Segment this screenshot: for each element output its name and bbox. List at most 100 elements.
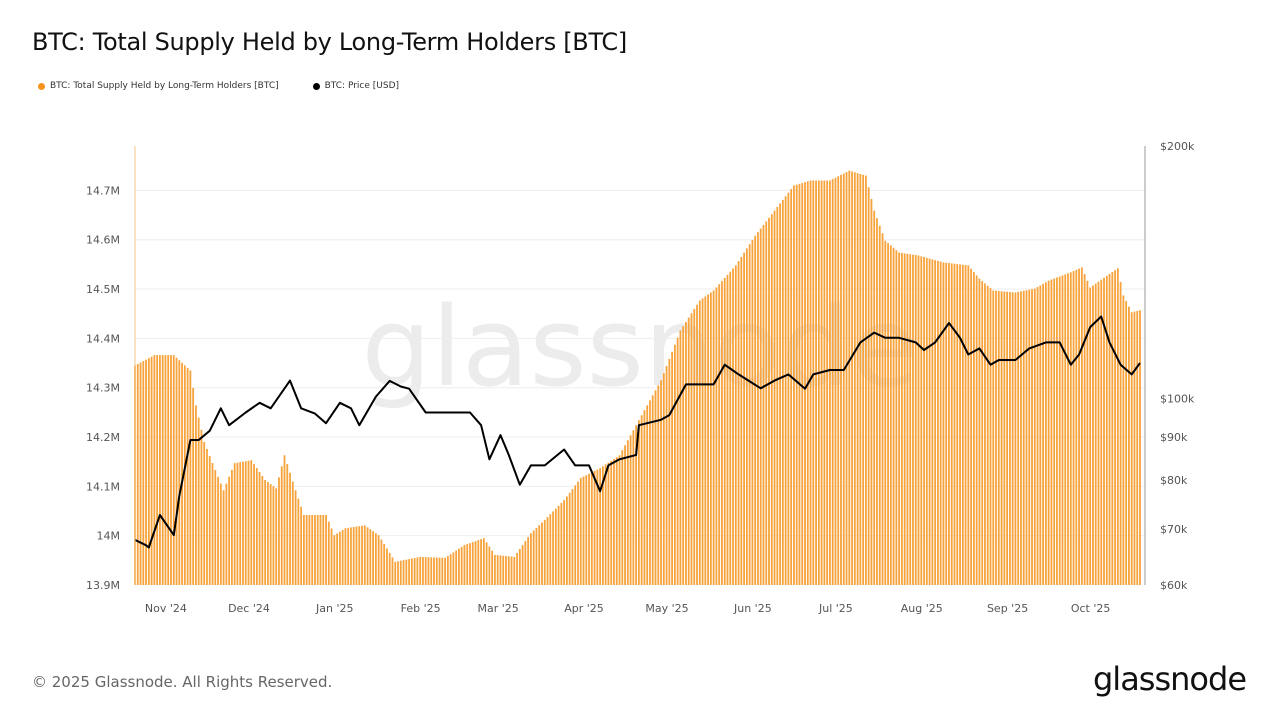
supply-bar [801,182,804,585]
supply-bar [613,458,615,585]
supply-bar [568,492,571,585]
supply-bar [948,263,950,585]
supply-bar [574,485,577,585]
right-axis-tick-label: $200k [1160,140,1195,153]
supply-bar [338,531,341,585]
left-axis-tick-label: 14.7M [86,184,120,197]
supply-bar [183,365,186,585]
supply-bar [895,250,898,585]
supply-bar [1022,290,1025,585]
supply-bar [906,253,909,585]
supply-bar [1056,277,1058,585]
supply-bar [261,475,264,585]
supply-bar [358,526,361,585]
supply-bar [145,359,147,585]
supply-bar [314,514,316,585]
supply-bar [618,455,621,585]
supply-bar [690,313,693,585]
supply-bar [543,519,546,585]
supply-bar [892,247,895,585]
supply-bar [532,530,535,585]
supply-bar [1125,301,1128,585]
supply-bar [676,337,679,585]
supply-bar [599,468,602,585]
supply-bar [1119,281,1122,585]
supply-bar [651,395,654,585]
supply-bar [239,462,242,585]
supply-bar [192,387,195,585]
supply-bar [590,472,593,585]
supply-bar [197,417,200,585]
supply-bar [283,455,286,585]
legend-item-supply[interactable]: BTC: Total Supply Held by Long-Term Hold… [38,81,279,91]
glassnode-logo[interactable]: glassnode [1092,660,1247,698]
supply-bar [917,255,920,586]
supply-bar [1000,291,1003,585]
supply-bar [380,539,383,585]
x-axis-tick-label: Jan '25 [315,602,353,615]
supply-bar [629,435,632,585]
right-axis-tick-label: $80k [1160,474,1188,487]
supply-bar [1122,295,1125,585]
supply-bar [344,528,347,585]
supply-bar [236,462,239,585]
supply-bar [682,326,685,585]
supply-bar [624,445,626,585]
supply-bar [186,367,189,585]
supply-bar [316,514,319,585]
supply-bar [970,268,973,585]
supply-bar [300,506,303,585]
supply-bar [217,476,219,585]
supply-bar [278,477,280,585]
supply-bar [640,415,643,585]
right-axis-tick-label: $100k [1160,393,1195,406]
supply-bar [161,355,164,585]
supply-bar [164,355,167,585]
supply-bar [228,476,231,585]
supply-bar [784,196,787,586]
supply-bar [463,545,466,585]
supply-bar [272,486,275,585]
supply-bar [330,528,333,585]
supply-bar [845,172,848,585]
supply-bar [754,235,757,585]
supply-bar [505,556,507,585]
supply-bar [136,364,139,585]
supply-bar [668,358,671,585]
supply-bar [992,290,995,585]
x-axis-tick-label: Dec '24 [228,602,270,615]
supply-bar [350,527,352,585]
supply-bar [172,355,175,585]
supply-bar [374,533,377,585]
supply-bar [1064,274,1067,585]
supply-bar [366,527,369,585]
left-axis-tick-label: 14.5M [86,283,120,296]
supply-bar [654,390,657,585]
supply-bar [865,175,867,585]
supply-bar [671,351,674,585]
supply-bar [369,529,372,585]
supply-bar [530,533,532,585]
supply-bar [928,258,931,585]
supply-bar [632,430,635,585]
supply-bar [707,294,709,585]
supply-bar [377,535,380,585]
supply-bar [510,556,513,585]
supply-bar [1072,271,1075,585]
x-axis-tick-label: Sep '25 [987,602,1028,615]
legend: BTC: Total Supply Held by Long-Term Hold… [38,81,399,91]
supply-bar [687,317,690,585]
supply-bar [588,473,590,585]
left-axis-tick-label: 14.6M [86,234,120,247]
supply-bar [458,548,460,585]
supply-bar [1097,281,1100,585]
supply-bar [737,261,740,585]
x-axis-tick-label: Jun '25 [733,602,772,615]
supply-bar [820,180,823,586]
supply-bar [881,233,884,586]
right-axis-tick-label: $90k [1160,431,1188,444]
supply-bar [150,356,153,585]
supply-bar [956,264,959,585]
legend-item-price[interactable]: BTC: Price [USD] [312,81,399,91]
supply-bar [621,450,624,585]
